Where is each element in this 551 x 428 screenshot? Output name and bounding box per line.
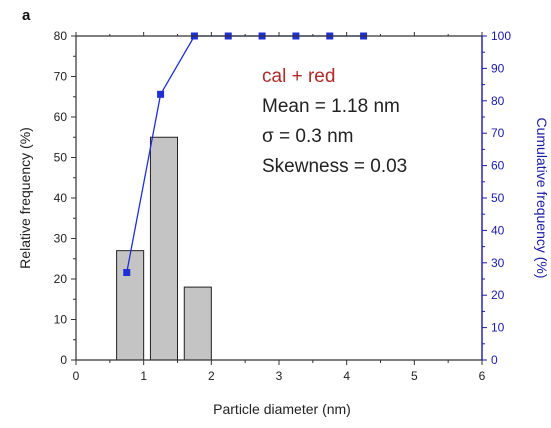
y-tick-label: 80 bbox=[54, 29, 68, 43]
y-tick-label: 0 bbox=[60, 353, 67, 367]
y2-tick-label: 0 bbox=[491, 353, 498, 367]
x-tick-label: 0 bbox=[73, 369, 80, 383]
x-tick-label: 5 bbox=[411, 369, 418, 383]
y2-tick-label: 90 bbox=[491, 61, 505, 75]
panel-label: a bbox=[22, 7, 31, 24]
annotation-title: cal + red bbox=[262, 66, 335, 87]
y2-tick-label: 70 bbox=[491, 126, 505, 140]
annotation-sigma: σ = 0.3 nm bbox=[262, 126, 353, 147]
x-tick-label: 2 bbox=[208, 369, 215, 383]
y-tick-label: 40 bbox=[54, 191, 68, 205]
x-tick-label: 4 bbox=[343, 369, 350, 383]
y2-tick-label: 80 bbox=[491, 94, 505, 108]
y2-tick-label: 10 bbox=[491, 321, 505, 335]
y-tick-label: 70 bbox=[54, 70, 68, 84]
annotation-skewness: Skewness = 0.03 bbox=[262, 156, 407, 177]
y-tick-label: 60 bbox=[54, 110, 68, 124]
axes-layer: 0 1 2 3 4 5 6010203040506070800102030405060708… bbox=[54, 29, 512, 383]
y2-tick-label: 40 bbox=[491, 223, 505, 237]
histogram-bar bbox=[149, 136, 178, 361]
y2-tick-label: 100 bbox=[491, 29, 511, 43]
x-tick-label: 6 bbox=[479, 369, 486, 383]
histogram-bar bbox=[116, 250, 145, 361]
annotation-mean: Mean = 1.18 nm bbox=[262, 96, 400, 117]
cumulative-point bbox=[123, 269, 131, 277]
y-tick-label: 50 bbox=[54, 151, 68, 165]
y2-tick-label: 30 bbox=[491, 256, 505, 270]
x-tick-label: 1 bbox=[140, 369, 147, 383]
bars-layer bbox=[116, 136, 212, 361]
y2-axis-title: Cumulative frequency (%) bbox=[534, 117, 550, 278]
y2-tick-label: 60 bbox=[491, 159, 505, 173]
y-tick-label: 10 bbox=[54, 313, 68, 327]
y-tick-label: 30 bbox=[54, 232, 68, 246]
y2-tick-label: 20 bbox=[491, 288, 505, 302]
y2-tick-label: 50 bbox=[491, 191, 505, 205]
y-axis-title: Relative frequency (%) bbox=[17, 127, 33, 269]
x-tick-label: 3 bbox=[276, 369, 283, 383]
y-tick-label: 20 bbox=[54, 272, 68, 286]
x-axis-title: Particle diameter (nm) bbox=[213, 401, 351, 417]
cumulative-point bbox=[157, 90, 165, 98]
histogram-bar bbox=[183, 286, 212, 361]
